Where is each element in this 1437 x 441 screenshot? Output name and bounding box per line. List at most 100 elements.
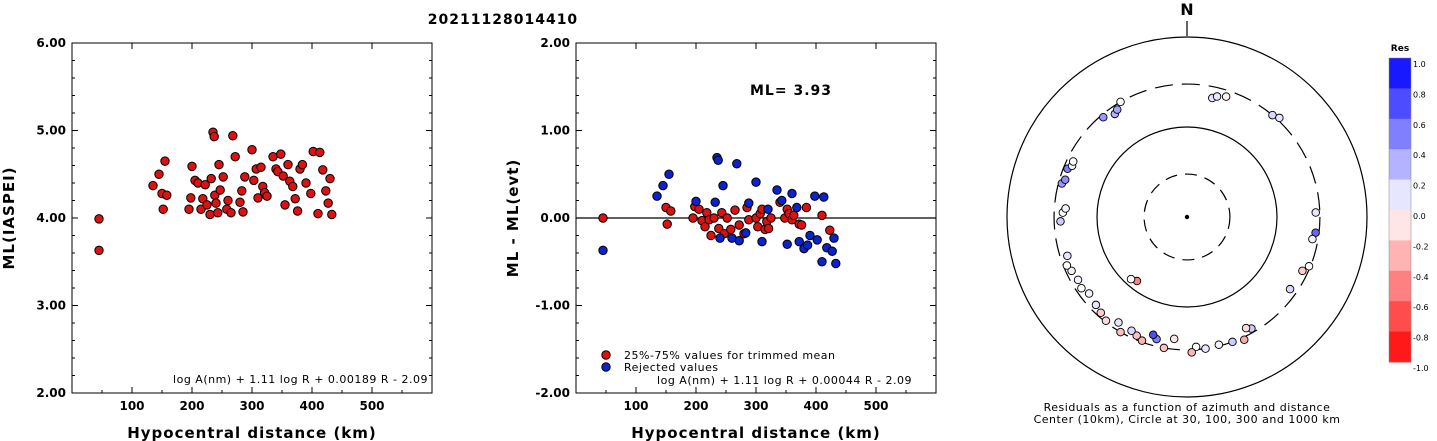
station-marker xyxy=(1060,175,1070,185)
station-marker xyxy=(1067,266,1076,276)
data-point xyxy=(280,200,290,210)
data-point-rejected xyxy=(757,236,767,247)
data-point xyxy=(186,193,196,203)
station-marker xyxy=(1126,274,1136,284)
data-point xyxy=(297,159,308,170)
station-marker xyxy=(1101,316,1111,325)
station-marker xyxy=(1239,335,1249,345)
ring-1000km xyxy=(1006,36,1368,398)
data-point-trimmed xyxy=(706,230,716,241)
data-point xyxy=(223,195,233,206)
colorbar-tick-label: 0.2 xyxy=(1413,182,1426,191)
data-point xyxy=(256,162,266,172)
data-point xyxy=(323,198,333,208)
station-marker xyxy=(1275,113,1284,123)
data-point xyxy=(218,172,228,182)
data-point xyxy=(148,180,158,191)
colorbar: Res 1.0 0.8 0.6 0.4 0.2 0.0 -0.2 -0.4 -0.6 -0.8 -1.… xyxy=(1388,44,1429,373)
station-marker xyxy=(1132,331,1141,340)
legend-marker xyxy=(601,362,611,372)
station-marker xyxy=(1061,204,1070,213)
mid-formula: log A(nm) + 1.11 log R + 0.00044 R - 2.0… xyxy=(657,374,912,387)
data-point-trimmed xyxy=(700,222,710,232)
left-formula: log A(nm) + 1.11 log R + 0.00189 R - 2.0… xyxy=(173,373,428,386)
left-y-tick-label: 6.00 xyxy=(36,36,66,50)
left-x-tick-label: 300 xyxy=(239,399,264,413)
figure-title: 20211128014410 xyxy=(428,12,578,28)
data-point xyxy=(288,181,298,192)
colorbar-block xyxy=(1389,118,1411,150)
colorbar-block xyxy=(1389,301,1411,333)
mid-y-tick-label: 1.00 xyxy=(540,124,570,138)
data-point xyxy=(160,156,170,166)
data-point xyxy=(321,186,331,196)
colorbar-tick-label: -0.4 xyxy=(1413,273,1429,282)
station-marker xyxy=(1187,348,1196,357)
colorbar-title: Res xyxy=(1391,44,1409,54)
station-marker xyxy=(1285,284,1295,294)
station-marker xyxy=(1169,334,1179,344)
colorbar-block xyxy=(1389,210,1411,241)
data-point-rejected xyxy=(787,188,797,199)
colorbar-block xyxy=(1389,270,1411,302)
data-point-rejected xyxy=(827,246,837,256)
north-label: N xyxy=(1180,0,1193,19)
data-point-rejected xyxy=(652,191,662,201)
mid-x-tick-label: 400 xyxy=(803,399,828,413)
data-point xyxy=(158,204,168,214)
data-point-rejected xyxy=(777,195,787,206)
station-marker xyxy=(1268,110,1277,120)
data-point xyxy=(262,191,272,201)
station-marker xyxy=(1304,262,1314,271)
data-point xyxy=(301,178,311,188)
station-marker xyxy=(1116,97,1125,107)
mid-x-tick-label: 500 xyxy=(863,399,888,413)
data-point-rejected xyxy=(718,180,728,191)
station-marker xyxy=(1112,105,1122,114)
data-point-rejected xyxy=(751,177,761,187)
mid-x-tick-label: 300 xyxy=(743,399,768,413)
data-point xyxy=(209,131,219,142)
mid-y-tick-label: -2.00 xyxy=(535,386,570,400)
station-marker xyxy=(1201,344,1210,353)
data-point-trimmed xyxy=(694,204,704,214)
station-marker xyxy=(1116,327,1125,337)
station-marker xyxy=(1214,340,1224,349)
data-point xyxy=(213,208,223,218)
epicenter-dot xyxy=(1184,214,1190,220)
mid-x-tick-label: 100 xyxy=(623,399,648,413)
data-point-trimmed xyxy=(763,223,774,234)
station-marker xyxy=(1096,308,1106,317)
legend-marker xyxy=(601,350,611,360)
data-point xyxy=(202,200,212,210)
colorbar-block xyxy=(1389,179,1411,211)
data-point xyxy=(235,197,245,207)
station-marker xyxy=(1084,289,1094,298)
data-point xyxy=(187,161,197,172)
station-marker xyxy=(1241,323,1251,333)
colorbar-tick-label: -0.6 xyxy=(1413,303,1429,312)
colorbar-block xyxy=(1389,240,1411,272)
data-point xyxy=(215,185,225,195)
data-point xyxy=(325,173,335,184)
data-point-trimmed xyxy=(801,202,812,213)
data-point-rejected xyxy=(664,169,674,179)
data-point-trimmed xyxy=(722,213,732,223)
chart-ml-iaspei: 100 200 300 400 500 2.00 3.00 4.00 5.00 6.00 Hypoc… xyxy=(0,36,433,441)
station-marker xyxy=(1056,217,1065,226)
station-marker xyxy=(1137,336,1147,345)
data-point xyxy=(94,245,104,256)
left-y-tick-label: 4.00 xyxy=(36,211,66,225)
station-marker xyxy=(1228,337,1237,347)
station-marker xyxy=(1212,92,1222,101)
ring-30km xyxy=(1143,173,1231,261)
data-point xyxy=(240,172,250,182)
ml-annotation: ML= 3.93 xyxy=(750,83,832,99)
data-point-trimmed xyxy=(789,210,799,221)
station-marker xyxy=(1221,92,1231,101)
colorbar-block xyxy=(1389,88,1411,120)
mid-x-tick-label: 200 xyxy=(683,399,708,413)
legend-label: Rejected values xyxy=(624,361,719,374)
left-x-tick-label: 400 xyxy=(299,399,324,413)
data-point-rejected xyxy=(713,155,723,165)
